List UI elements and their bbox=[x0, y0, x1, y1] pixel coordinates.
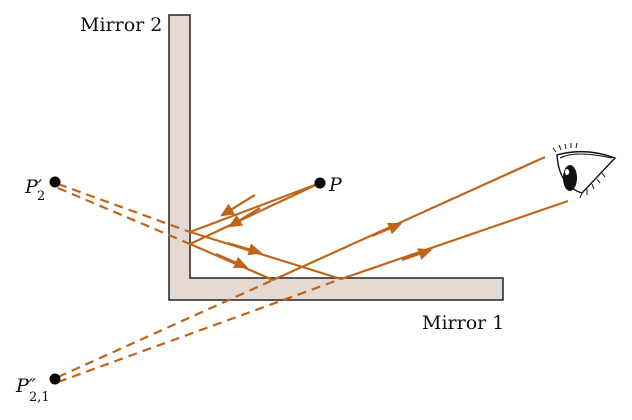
ray-mirror2-to-mirror1-b bbox=[190, 244, 273, 280]
ray-p-to-mirror2-b bbox=[190, 183, 320, 244]
ray-p-to-mirror2-a bbox=[190, 183, 320, 232]
eye-icon bbox=[553, 143, 615, 198]
ray-arrow-1 bbox=[224, 195, 255, 214]
mirror-1-label: Mirror 1 bbox=[422, 312, 504, 334]
point-p21-subscript: 2,1 bbox=[29, 390, 50, 405]
point-p-label: P bbox=[328, 174, 343, 196]
ray-mirror1-to-eye-b bbox=[341, 201, 568, 279]
ray-arrow-4 bbox=[216, 254, 244, 266]
real-rays bbox=[190, 157, 568, 280]
ray-arrow-3 bbox=[228, 243, 258, 252]
mirror-2-label: Mirror 2 bbox=[80, 14, 162, 36]
point-p2-subscript: 2 bbox=[37, 189, 45, 204]
virtual-ray-p21-upper bbox=[58, 280, 273, 377]
ray-mirror2-to-mirror1-a bbox=[190, 232, 341, 279]
point-p bbox=[315, 178, 326, 189]
ray-arrow-5 bbox=[372, 225, 398, 236]
ray-mirror1-to-eye-a bbox=[273, 157, 545, 280]
ray-arrow-6 bbox=[402, 251, 428, 260]
point-p21-double-prime bbox=[50, 374, 61, 385]
point-p2-prime bbox=[50, 177, 61, 188]
